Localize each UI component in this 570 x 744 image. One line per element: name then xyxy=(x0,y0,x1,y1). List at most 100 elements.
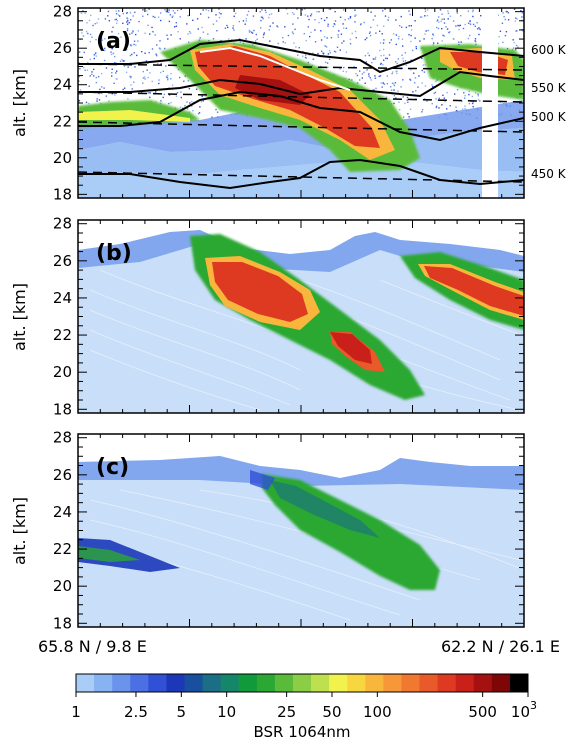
y-tick-label-b-18: 18 xyxy=(53,400,72,418)
noise-speck xyxy=(231,39,233,41)
noise-speck xyxy=(162,70,164,72)
noise-speck xyxy=(323,36,326,38)
noise-speck xyxy=(297,54,299,56)
panel-b-streaks xyxy=(89,269,524,411)
noise-speck xyxy=(167,38,169,40)
noise-speck xyxy=(383,83,386,85)
noise-speck xyxy=(78,80,80,82)
noise-speck xyxy=(310,13,313,15)
noise-speck xyxy=(130,19,132,21)
noise-speck xyxy=(177,68,180,71)
noise-speck xyxy=(349,38,352,40)
noise-speck xyxy=(142,77,145,79)
noise-speck xyxy=(154,34,156,36)
noise-speck xyxy=(427,29,429,32)
noise-speck xyxy=(122,60,124,62)
noise-speck xyxy=(146,10,148,12)
noise-speck xyxy=(151,80,153,83)
noise-speck xyxy=(334,20,337,22)
noise-speck xyxy=(382,64,384,66)
noise-speck xyxy=(264,9,267,11)
noise-speck xyxy=(379,42,382,44)
noise-speck xyxy=(110,51,112,53)
noise-speck xyxy=(474,38,477,40)
colorbar-swatch xyxy=(292,674,312,692)
noise-speck xyxy=(449,31,451,33)
noise-speck xyxy=(333,50,336,53)
noise-speck xyxy=(432,44,434,46)
noise-speck xyxy=(156,44,158,46)
noise-speck xyxy=(414,20,416,22)
y-tick-label-c-26: 26 xyxy=(53,466,72,484)
noise-speck xyxy=(384,8,386,10)
colorbar: 1 2.5 5 10 25 50 100 500 103 BSR 1064nm xyxy=(71,673,537,741)
noise-speck xyxy=(458,41,460,43)
noise-speck xyxy=(359,70,361,72)
noise-speck xyxy=(360,23,362,25)
noise-speck xyxy=(402,79,404,81)
noise-speck xyxy=(381,33,383,35)
noise-speck xyxy=(435,98,437,100)
noise-speck xyxy=(364,82,366,84)
noise-speck xyxy=(133,40,136,42)
isentrope-label-550k: 550 K xyxy=(531,81,567,95)
noise-speck xyxy=(441,18,443,20)
noise-speck xyxy=(349,17,352,19)
noise-speck xyxy=(179,38,181,40)
noise-speck xyxy=(464,95,466,97)
noise-speck xyxy=(513,41,515,44)
noise-speck xyxy=(95,52,97,54)
noise-speck xyxy=(390,39,392,41)
noise-speck xyxy=(395,43,397,46)
noise-speck xyxy=(80,12,83,14)
noise-speck xyxy=(380,82,382,84)
noise-speck xyxy=(149,72,151,74)
noise-speck xyxy=(188,88,191,90)
noise-speck xyxy=(302,55,304,57)
noise-speck xyxy=(514,20,517,22)
noise-speck xyxy=(373,89,375,91)
noise-speck xyxy=(369,34,372,37)
noise-speck xyxy=(184,105,186,107)
noise-speck xyxy=(397,90,399,92)
noise-speck xyxy=(355,72,357,75)
noise-speck xyxy=(125,48,128,51)
noise-speck xyxy=(246,14,249,16)
noise-speck xyxy=(239,41,241,43)
noise-speck xyxy=(176,9,179,12)
noise-speck xyxy=(438,21,440,23)
noise-speck xyxy=(386,83,389,85)
noise-speck xyxy=(472,15,474,18)
noise-speck xyxy=(503,16,505,18)
noise-speck xyxy=(276,25,278,27)
noise-speck xyxy=(86,69,89,71)
panel-c-aerosol-layers xyxy=(78,470,440,590)
noise-speck xyxy=(406,99,408,101)
noise-speck xyxy=(165,10,167,12)
noise-speck xyxy=(443,97,445,99)
noise-speck xyxy=(84,69,86,71)
noise-speck xyxy=(282,41,284,43)
noise-speck xyxy=(471,95,474,98)
noise-speck xyxy=(86,22,88,24)
noise-speck xyxy=(142,9,144,11)
noise-speck xyxy=(453,38,455,40)
noise-speck xyxy=(468,90,470,93)
noise-speck xyxy=(404,52,407,54)
panel-a-y-axis: 18 20 22 24 26 28 xyxy=(53,3,524,203)
noise-speck xyxy=(345,71,348,73)
noise-speck xyxy=(219,39,221,42)
noise-speck xyxy=(101,72,103,75)
noise-speck xyxy=(475,43,477,46)
noise-speck xyxy=(186,101,188,103)
noise-speck xyxy=(260,27,262,29)
noise-speck xyxy=(119,15,121,17)
noise-speck xyxy=(391,82,394,84)
noise-speck xyxy=(172,15,174,17)
noise-speck xyxy=(158,47,161,49)
noise-speck xyxy=(228,38,230,40)
noise-speck xyxy=(441,104,443,106)
noise-speck xyxy=(392,71,394,73)
noise-speck xyxy=(176,92,179,94)
noise-speck xyxy=(126,12,128,15)
